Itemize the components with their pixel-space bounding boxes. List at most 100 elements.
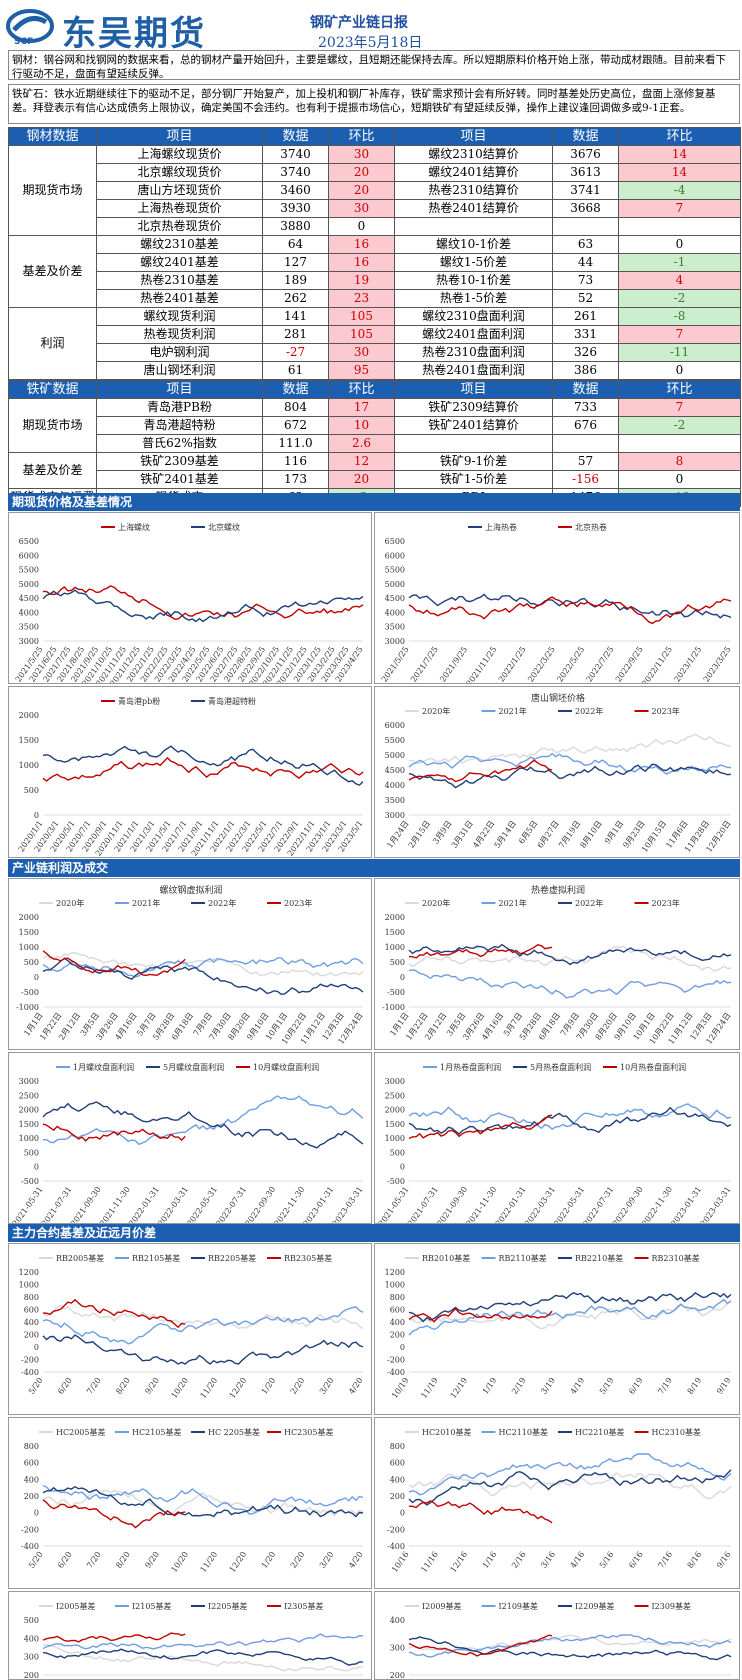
table-header-cell: 数据 (262, 127, 329, 146)
table-cell: 螺纹2401结算价 (394, 163, 553, 182)
chart-c7: 1月螺纹盘面利润 5月螺纹盘面利润 10月螺纹盘面利润 3000 2500 2000 150… (11, 1062, 365, 1224)
table-cell: 电炉钢利润 (96, 343, 263, 362)
y-tick-label: -200 (21, 1356, 39, 1365)
legend-label: I2305基差 (284, 1601, 324, 1611)
y-tick-label: -200 (387, 1525, 405, 1534)
y-tick-label: -1000 (16, 1003, 39, 1012)
chart-panel-c14: I2009基差 I2109基差 I2209基差 I2309基差 400 300 200 (374, 1591, 740, 1680)
legend-label: I2105基差 (132, 1601, 172, 1611)
series-line (408, 1106, 732, 1135)
table-cell: 螺纹2310基差 (96, 235, 263, 254)
legend-label: HC2305基差 (284, 1427, 333, 1437)
table-cell: 672 (262, 416, 329, 435)
series-line (42, 1484, 364, 1515)
x-tick-label: 2023/3/25 (702, 645, 733, 684)
y-tick-label: 200 (24, 1492, 39, 1501)
y-tick-label: 1000 (385, 1134, 405, 1143)
change-cell: -2 (618, 416, 741, 435)
x-tick-label: 9/20 (143, 1550, 161, 1570)
y-tick-label: -200 (387, 1356, 405, 1365)
y-tick-label: 6000 (19, 551, 39, 560)
table-cell: 189 (262, 271, 329, 290)
y-tick-label: 0 (400, 973, 405, 982)
table-cell: 唐山钢坯利润 (96, 361, 263, 380)
x-tick-label: 5月14日 (493, 819, 518, 850)
change-cell: 0 (618, 470, 741, 489)
y-tick-label: 6500 (385, 537, 405, 546)
y-tick-label: 3500 (385, 623, 405, 632)
x-tick-label: 5/19 (598, 1376, 616, 1396)
table-cell (552, 434, 619, 453)
x-tick-label: 2/19 (510, 1376, 528, 1396)
y-tick-label: 200 (24, 1331, 39, 1340)
y-tick-label: 3000 (19, 1077, 39, 1086)
chart-c5: 螺纹钢虚拟利润 2020年 2021年 2022年 2023年 2000 1500 1000 5… (16, 884, 365, 1046)
y-tick-label: 1500 (385, 1120, 405, 1129)
x-tick-label: 2022-07-31 (582, 1185, 616, 1224)
x-tick-label: 2022-07-31 (214, 1185, 248, 1224)
y-tick-label: -400 (21, 1368, 39, 1377)
report-date: 2023年5月18日 (318, 35, 423, 51)
legend-label: 2022年 (575, 898, 603, 908)
x-tick-label: 2023-03-31 (331, 1185, 365, 1224)
table-cell: 52 (552, 289, 619, 308)
x-tick-label: 10/19 (390, 1376, 411, 1400)
legend-label: 北京螺纹 (208, 522, 240, 532)
table-header-cell: 数据 (552, 127, 619, 146)
legend-label: I2009基差 (422, 1601, 462, 1611)
series-line (42, 1101, 364, 1149)
y-tick-label: 1000 (19, 1281, 39, 1290)
company-logo-icon: SCF (6, 9, 54, 46)
y-tick-label: 2000 (19, 711, 39, 720)
legend-label: 5月螺纹盘面利润 (163, 1062, 224, 1072)
x-tick-label: 9月1日 (603, 819, 625, 846)
series-line (408, 733, 732, 765)
series-line (42, 756, 364, 782)
y-tick-label: -500 (21, 1177, 39, 1186)
chart-panel-c3: 青岛港pb粉 青岛港超特粉 2000 1500 1000 500 0 2020/1/1 2020… (8, 686, 372, 858)
y-tick-label: 3500 (385, 796, 405, 805)
group-label: 期现货市场 (8, 398, 97, 453)
change-cell: 7 (618, 199, 741, 218)
series-line (42, 589, 364, 623)
y-tick-label: 1000 (19, 943, 39, 952)
table-cell (394, 434, 553, 453)
table-cell: 64 (262, 235, 329, 254)
table-cell: 热卷2310盘面利润 (394, 343, 553, 362)
group-label: 利润 (8, 307, 97, 380)
table-row: 青岛港超特粉 672 10 铁矿2401结算价 676 -2 (9, 416, 741, 435)
legend-label: 2020年 (422, 898, 450, 908)
x-tick-label: 2021-11-30 (465, 1185, 499, 1224)
change-cell: 4 (618, 271, 741, 290)
series-line (408, 752, 732, 775)
series-line (408, 1453, 732, 1496)
x-tick-label: 7/19 (656, 1376, 674, 1396)
table-cell: 326 (552, 343, 619, 362)
y-tick-label: 6500 (19, 537, 39, 546)
x-tick-label: 4/16 (569, 1550, 587, 1570)
y-tick-label: 300 (390, 1644, 405, 1653)
y-tick-label: -400 (387, 1542, 405, 1551)
series-line (408, 759, 553, 783)
legend-label: HC2210基差 (575, 1427, 624, 1437)
table-header-cell: 铁矿数据 (8, 380, 97, 399)
y-tick-label: 5000 (19, 580, 39, 589)
legend-label: HC2110基差 (499, 1427, 548, 1437)
legend-label: HC2005基差 (56, 1427, 105, 1437)
table-row: 上海热卷现货价 3930 30 热卷2401结算价 3668 7 (9, 199, 741, 218)
series-line (408, 969, 732, 999)
chart-panel-c2: 上海热卷 北京热卷 6500 6000 5500 5000 4500 4000 3500 3000… (374, 512, 740, 684)
change-cell: 20 (328, 163, 395, 182)
change-cell: 30 (328, 145, 395, 164)
legend-label: I2005基差 (56, 1601, 96, 1611)
series-line (408, 944, 553, 959)
legend-label: 北京热卷 (575, 522, 607, 532)
x-tick-label: 2021/5/25 (380, 645, 411, 684)
series-line (42, 1643, 364, 1672)
table-header-cell: 项目 (96, 127, 263, 146)
y-tick-label: 300 (24, 1653, 39, 1662)
y-tick-label: 1000 (19, 1134, 39, 1143)
change-cell: 7 (618, 325, 741, 344)
table-row: 电炉钢利润 -27 30 热卷2310盘面利润 326 -11 (9, 343, 741, 362)
y-tick-label: 600 (390, 1306, 405, 1315)
